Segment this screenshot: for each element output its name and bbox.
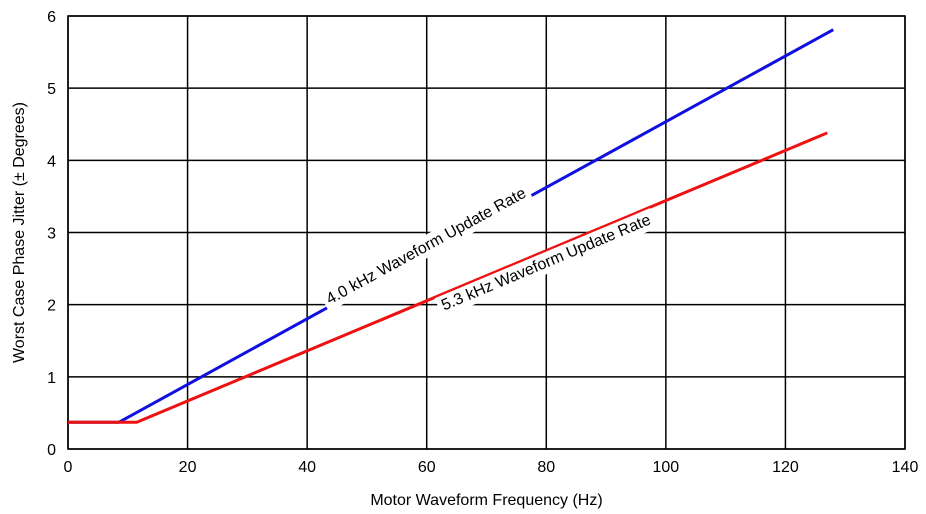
y-tick-label: 2 — [47, 298, 56, 315]
x-tick-label: 120 — [772, 459, 799, 476]
x-tick-label: 40 — [298, 459, 316, 476]
series-layer — [68, 28, 834, 424]
series-label-background-0 — [319, 181, 534, 312]
y-tick-label: 5 — [47, 81, 56, 98]
x-tick-label: 140 — [892, 459, 919, 476]
y-tick-labels: 0 1 2 3 4 5 6 — [47, 9, 56, 459]
plot-frame — [67, 15, 906, 450]
x-tick-labels: 0 20 40 60 80 100 120 140 — [64, 459, 919, 476]
x-tick-label: 60 — [418, 459, 436, 476]
x-axis-title: Motor Waveform Frequency (Hz) — [370, 492, 602, 509]
y-tick-label: 4 — [47, 153, 56, 170]
y-tick-label: 0 — [47, 442, 56, 459]
x-tick-label: 20 — [179, 459, 197, 476]
y-tick-label: 6 — [47, 9, 56, 26]
y-axis-title: Worst Case Phase Jitter (± Degrees) — [11, 102, 28, 363]
x-tick-label: 100 — [653, 459, 680, 476]
grid — [67, 15, 906, 450]
y-tick-label: 1 — [47, 370, 56, 387]
series-line-1 — [68, 131, 828, 424]
y-tick-label: 3 — [47, 226, 56, 243]
x-tick-label: 0 — [64, 459, 73, 476]
x-tick-label: 80 — [537, 459, 555, 476]
series-label-background-1 — [434, 208, 658, 318]
